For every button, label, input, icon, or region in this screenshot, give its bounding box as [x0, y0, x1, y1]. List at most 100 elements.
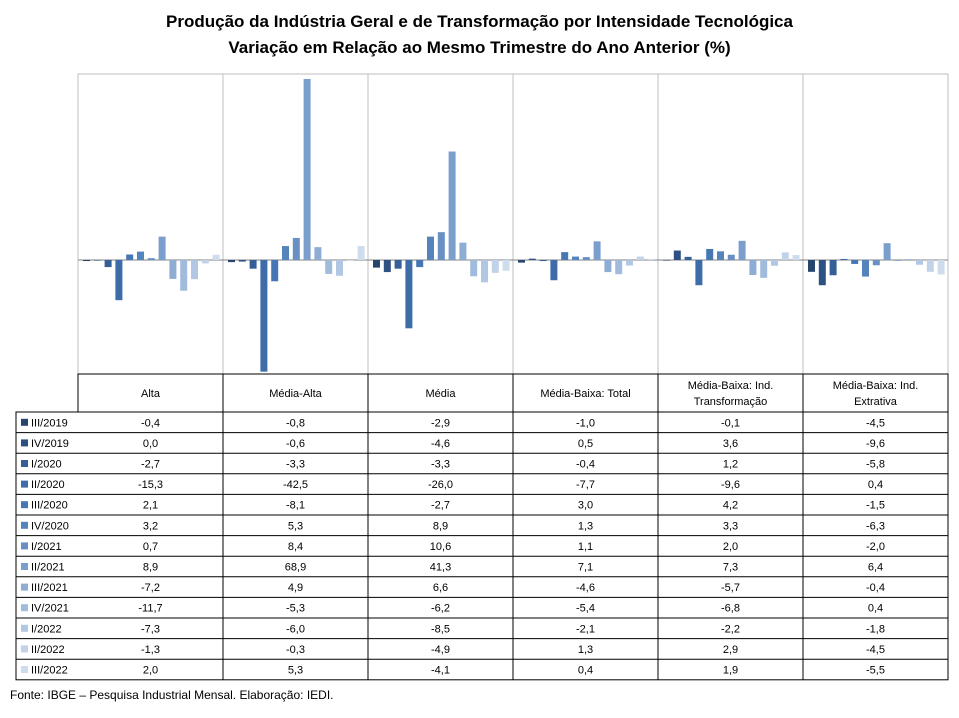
chart-subtitle: Variação em Relação ao Mesmo Trimestre d… — [228, 38, 731, 57]
bar-I-2020-1 — [249, 260, 257, 269]
data-value: 2,0 — [143, 665, 158, 677]
series-label: II/2021 — [31, 562, 65, 574]
data-value: -2,7 — [431, 500, 450, 512]
bar-II-2022-4 — [781, 252, 789, 260]
data-value: -0,1 — [721, 417, 740, 429]
data-value: -5,3 — [286, 603, 305, 615]
bar-IV-2021-2 — [470, 260, 478, 277]
data-value: -26,0 — [428, 479, 453, 491]
bar-II-2021-4 — [738, 240, 746, 260]
data-value: -6,3 — [866, 520, 885, 532]
bar-III-2019-2 — [373, 260, 380, 268]
bar-I-2021-0 — [147, 258, 155, 260]
data-value: 0,4 — [868, 603, 883, 615]
bar-II-2022-5 — [926, 260, 934, 272]
legend-key — [21, 439, 28, 447]
legend-key — [21, 645, 28, 653]
bar-II-2020-4 — [695, 260, 703, 286]
data-value: 3,2 — [143, 520, 158, 532]
data-value: 3,3 — [723, 520, 738, 532]
series-label: III/2021 — [31, 582, 68, 594]
bar-II-2020-0 — [115, 260, 123, 301]
bar-I-2020-3 — [539, 260, 547, 262]
data-value: -15,3 — [138, 479, 163, 491]
bar-I-2021-1 — [292, 237, 300, 260]
bar-IV-2021-1 — [325, 260, 333, 274]
series-label: II/2022 — [31, 644, 65, 656]
bar-III-2021-1 — [314, 247, 322, 260]
bar-I-2021-4 — [727, 254, 735, 260]
data-value: -0,4 — [576, 459, 595, 471]
category-label-line: Média-Baixa: Total — [540, 388, 630, 400]
bar-IV-2019-0 — [93, 260, 101, 261]
category-label-line: Transformação — [694, 396, 768, 408]
bar-IV-2020-3 — [572, 256, 579, 260]
bar-I-2022-2 — [481, 260, 488, 283]
data-value: -2,0 — [866, 541, 885, 553]
data-value: 8,9 — [143, 562, 158, 574]
legend-key — [21, 418, 28, 426]
bar-II-2020-3 — [550, 260, 558, 281]
bar-IV-2019-1 — [238, 260, 246, 262]
data-value: 5,3 — [288, 665, 303, 677]
data-value: -8,5 — [431, 623, 450, 635]
bar-II-2020-1 — [260, 260, 268, 372]
bar-III-2020-5 — [851, 260, 859, 264]
data-value: 1,3 — [578, 520, 593, 532]
legend-key — [21, 501, 28, 509]
bar-III-2020-4 — [706, 248, 714, 260]
bar-IV-2019-3 — [528, 258, 536, 260]
legend-key — [21, 521, 28, 529]
data-value: -42,5 — [283, 479, 308, 491]
data-value: 1,2 — [723, 459, 738, 471]
bar-II-2021-2 — [448, 151, 456, 260]
data-value: -6,0 — [286, 623, 305, 635]
data-value: -8,1 — [286, 500, 305, 512]
bar-IV-2021-5 — [905, 258, 913, 260]
bar-I-2022-5 — [916, 260, 923, 265]
series-label: III/2019 — [31, 417, 68, 429]
source-footer: Fonte: IBGE – Pesquisa Industrial Mensal… — [10, 688, 334, 702]
data-value: -4,1 — [431, 665, 450, 677]
data-value: -2,2 — [721, 623, 740, 635]
bar-IV-2019-5 — [818, 260, 826, 286]
bar-III-2019-5 — [808, 260, 815, 272]
data-value: -5,5 — [866, 665, 885, 677]
data-value: 6,4 — [868, 562, 883, 574]
data-value: 4,2 — [723, 500, 738, 512]
data-value: 7,1 — [578, 562, 593, 574]
data-value: -5,8 — [866, 459, 885, 471]
bar-I-2022-4 — [771, 260, 778, 266]
legend-key — [21, 583, 28, 591]
bar-II-2021-0 — [158, 236, 166, 260]
bar-III-2020-3 — [561, 252, 569, 260]
data-value: -4,6 — [576, 582, 595, 594]
table-body-border — [15, 411, 949, 681]
data-value: -4,9 — [431, 644, 450, 656]
data-value: 8,9 — [433, 520, 448, 532]
legend-key — [21, 542, 28, 550]
data-value: -7,2 — [141, 582, 160, 594]
data-value: -2,7 — [141, 459, 160, 471]
data-value: 1,3 — [578, 644, 593, 656]
data-value: -2,1 — [576, 623, 595, 635]
bar-I-2021-5 — [872, 260, 880, 266]
bar-I-2020-4 — [684, 256, 692, 260]
bar-III-2019-3 — [518, 260, 525, 263]
series-label: III/2022 — [31, 665, 68, 677]
series-label: II/2020 — [31, 479, 65, 491]
bar-IV-2020-5 — [862, 260, 869, 277]
bar-IV-2021-0 — [180, 260, 188, 291]
bar-IV-2021-3 — [615, 260, 623, 275]
category-label-line: Alta — [141, 388, 161, 400]
category-label-line: Média — [426, 388, 457, 400]
data-value: -7,3 — [141, 623, 160, 635]
data-value: -1,0 — [576, 417, 595, 429]
bar-II-2021-5 — [883, 243, 891, 260]
data-value: -7,7 — [576, 479, 595, 491]
data-value: 0,4 — [868, 479, 883, 491]
bar-III-2021-0 — [169, 260, 177, 279]
data-value: -9,6 — [721, 479, 740, 491]
data-value: -0,4 — [866, 582, 885, 594]
